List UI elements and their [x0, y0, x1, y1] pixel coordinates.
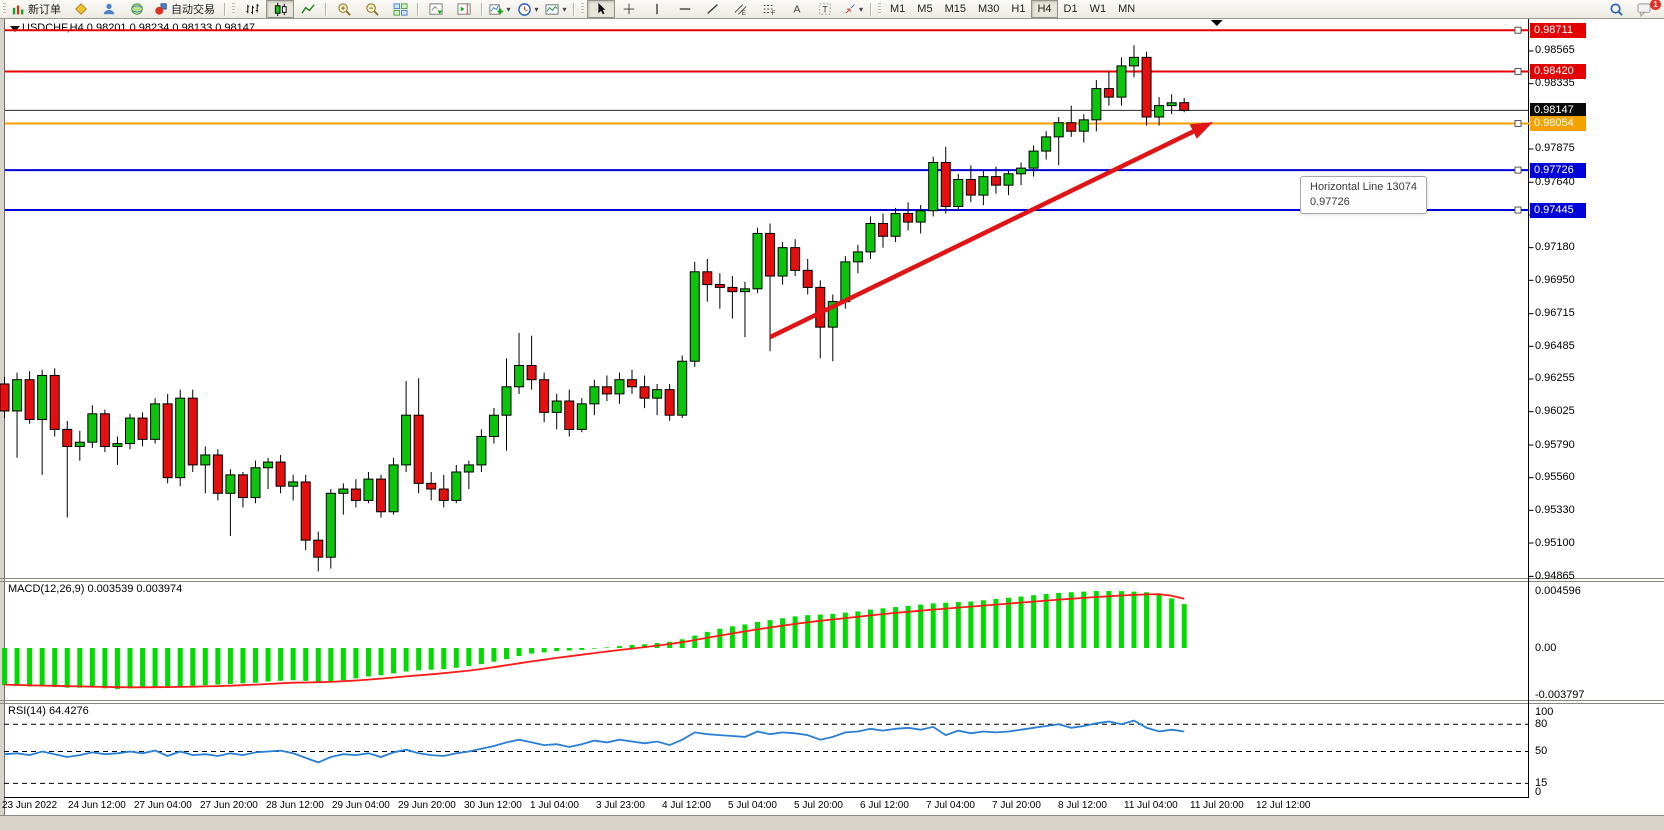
market-button[interactable] [123, 0, 151, 18]
arrows-tool-button[interactable]: ▾ [839, 0, 867, 18]
cursor-tool-button[interactable] [587, 0, 615, 18]
cursor-icon [594, 2, 608, 16]
notification-badge: 1 [1650, 0, 1661, 10]
fibonacci-icon: F [762, 2, 776, 16]
templates-icon [545, 2, 560, 17]
timeframe-group: M1 M5 M15 M30 H1 H4 D1 W1 MN [884, 0, 1141, 18]
periods-button[interactable]: ▾ [514, 0, 542, 18]
vertical-line-icon [650, 2, 664, 16]
notifications-button[interactable]: 1 [1630, 0, 1661, 18]
templates-button[interactable]: ▾ [542, 0, 570, 18]
search-button[interactable] [1602, 0, 1630, 18]
toolbar-separator [481, 2, 483, 16]
tooltip-title: Horizontal Line 13074 [1310, 181, 1418, 193]
line-chart-icon [300, 2, 316, 17]
timeframe-m15-button[interactable]: M15 [944, 3, 966, 15]
chart-window-button[interactable] [67, 0, 95, 18]
timeframe-m30-button[interactable]: M30 [977, 3, 1000, 15]
timeframe-w1-button[interactable]: W1 [1089, 3, 1107, 15]
svg-text:F: F [772, 10, 776, 16]
zoom-out-button[interactable] [358, 0, 386, 18]
timeframe-m1-button[interactable]: M1 [890, 3, 906, 15]
toolbar-grip [232, 3, 235, 15]
timeframe-m5-button[interactable]: M5 [917, 3, 933, 15]
auto-scroll-button[interactable] [422, 0, 450, 18]
tile-windows-button[interactable] [386, 0, 414, 18]
chart-shift-button[interactable] [450, 0, 478, 18]
zoom-in-button[interactable] [330, 0, 358, 18]
trendline-icon [706, 2, 720, 16]
fibonacci-tool-button[interactable]: F [755, 0, 783, 18]
equidistant-channel-icon: E [734, 2, 748, 16]
auto-scroll-icon [428, 2, 444, 17]
text-label-icon: T [818, 2, 832, 16]
symbol-ohlc-line: USDCHF,H4 0.98201 0.98234 0.98133 0.9814… [22, 22, 256, 34]
dropdown-caret-icon: ▾ [534, 4, 539, 14]
globe-icon [130, 2, 144, 16]
indicators-button[interactable]: ▾ [486, 0, 514, 18]
crosshair-icon [622, 2, 636, 16]
autotrade-icon [154, 2, 168, 16]
profile-button[interactable] [95, 0, 123, 18]
rsi-label: RSI(14) 64.4276 [8, 705, 89, 717]
dropdown-caret-icon: ▾ [858, 4, 863, 14]
horizontal-line-tool-button[interactable] [671, 0, 699, 18]
bar-chart-icon [245, 2, 260, 17]
chat-bubble-icon [1636, 2, 1652, 17]
tile-windows-icon [392, 2, 408, 17]
channel-tool-button[interactable]: E [727, 0, 755, 18]
toolbar-grip [3, 3, 6, 15]
svg-text:E: E [742, 10, 746, 16]
candlestick-chart-button[interactable] [266, 0, 294, 18]
line-chart-button[interactable] [294, 0, 322, 18]
text-icon: A [790, 2, 804, 16]
new-order-icon [12, 3, 25, 16]
macd-label: MACD(12,26,9) 0.003539 0.003974 [8, 583, 183, 595]
toolbar-separator [325, 2, 327, 16]
toolbar-grip [878, 3, 881, 15]
vertical-line-tool-button[interactable] [643, 0, 671, 18]
toolbar-separator [417, 2, 419, 16]
zoom-out-icon [365, 2, 380, 17]
autotrade-label: 自动交易 [171, 4, 215, 16]
horizontal-line-icon [678, 2, 692, 16]
search-icon [1609, 2, 1624, 17]
crosshair-tool-button[interactable] [615, 0, 643, 18]
timeframe-h4-button[interactable]: H4 [1031, 0, 1058, 18]
new-order-label: 新订单 [28, 4, 61, 16]
svg-text:A: A [794, 4, 801, 16]
indicators-icon [489, 2, 504, 17]
dropdown-caret-icon: ▾ [562, 4, 567, 14]
new-order-button[interactable]: 新订单 [9, 0, 67, 18]
window-bottom-strip [0, 815, 1664, 830]
bar-chart-button[interactable] [238, 0, 266, 18]
dropdown-caret-icon: ▾ [506, 4, 511, 14]
timeframe-mn-button[interactable]: MN [1118, 3, 1136, 15]
svg-text:T: T [822, 5, 828, 15]
text-label-tool-button[interactable]: T [811, 0, 839, 18]
object-tooltip: Horizontal Line 13074 0.97726 [1300, 176, 1428, 214]
candlestick-icon [273, 2, 288, 17]
arrows-icon [843, 2, 857, 16]
trendline-tool-button[interactable] [699, 0, 727, 18]
toolbar-grip [581, 3, 584, 15]
toolbar-separator [870, 2, 872, 16]
timeframe-d1-button[interactable]: D1 [1063, 3, 1078, 15]
chart-window[interactable] [0, 19, 1664, 815]
diamond-icon [74, 2, 88, 16]
text-tool-button[interactable]: A [783, 0, 811, 18]
profile-icon [102, 2, 116, 16]
toolbar-separator [573, 2, 575, 16]
tooltip-value: 0.97726 [1310, 196, 1350, 208]
toolbar-separator [224, 2, 226, 16]
main-toolbar: 新订单 自动交易 ▾ ▾ [0, 0, 1664, 19]
symbol-marker-icon [10, 26, 20, 32]
clock-icon [517, 2, 532, 17]
window-left-edge [0, 19, 5, 815]
autotrade-button[interactable]: 自动交易 [151, 0, 221, 18]
timeframe-h1-button[interactable]: H1 [1011, 3, 1026, 15]
chart-shift-icon [456, 2, 472, 17]
zoom-in-icon [337, 2, 352, 17]
